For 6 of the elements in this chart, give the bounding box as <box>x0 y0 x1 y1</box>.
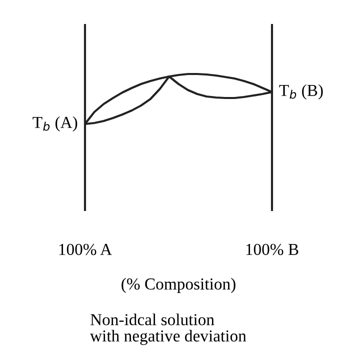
x-axis-title: (% Composition) <box>122 278 236 294</box>
annotation: T$_{b}$ (B) <box>279 84 323 100</box>
annotation: T$_{b}$ (A) <box>32 116 78 132</box>
x-tick-label: 100% A <box>59 244 112 256</box>
x-tick-label: 100% B <box>246 244 298 256</box>
text: Non-idcal solution with negative deviation <box>90 314 246 345</box>
